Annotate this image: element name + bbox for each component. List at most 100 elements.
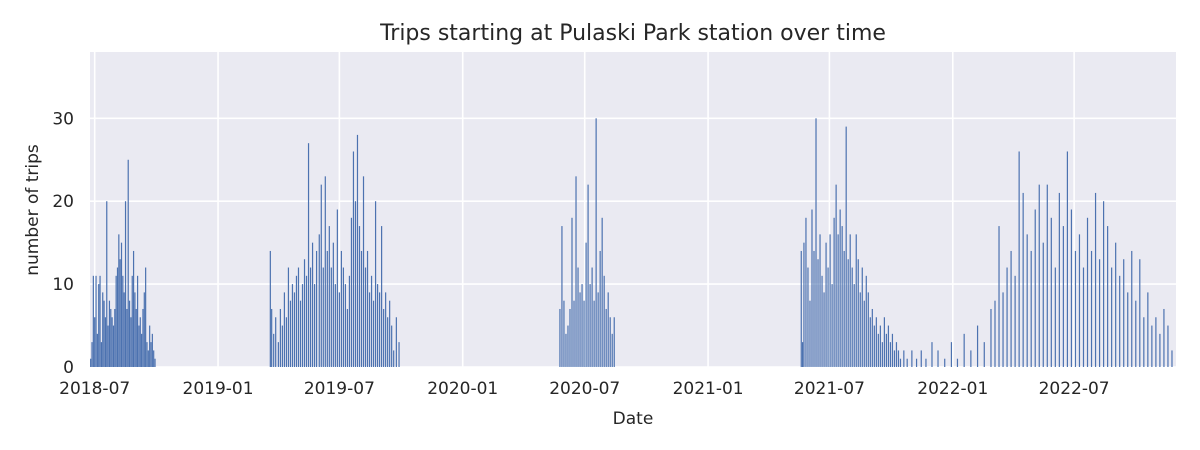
bar	[277, 342, 279, 367]
bar	[299, 300, 302, 367]
bar	[906, 358, 908, 367]
bar	[879, 325, 881, 367]
bar	[950, 342, 953, 367]
bar	[821, 275, 823, 367]
bar	[849, 234, 851, 367]
bar	[937, 350, 939, 367]
bar	[944, 358, 946, 367]
bar	[102, 292, 104, 367]
chart-title: Trips starting at Pulaski Park station o…	[379, 21, 886, 46]
bar	[126, 308, 128, 367]
bar	[1090, 250, 1093, 367]
bar	[275, 317, 277, 367]
bar	[326, 250, 328, 367]
bar	[309, 267, 312, 367]
bar	[320, 184, 322, 367]
bar	[289, 300, 292, 367]
bar	[601, 217, 603, 367]
bar	[815, 118, 817, 367]
bar	[134, 292, 136, 367]
bar	[990, 308, 992, 367]
bar	[376, 284, 379, 367]
bar	[575, 176, 577, 367]
bar	[823, 292, 825, 367]
bar	[889, 342, 892, 367]
x-tick-label: 2018-07	[59, 379, 130, 399]
bar	[893, 350, 896, 367]
bar	[609, 317, 611, 367]
bar	[587, 184, 589, 367]
bar	[1006, 267, 1008, 367]
bar	[613, 317, 615, 367]
bar	[328, 226, 330, 367]
bar	[1054, 267, 1056, 367]
bar	[99, 275, 101, 367]
plot-background	[90, 52, 1176, 367]
bar	[817, 259, 819, 367]
bar	[307, 143, 310, 367]
bar	[807, 267, 809, 367]
bar	[352, 151, 355, 367]
bar	[1127, 292, 1129, 367]
bar	[883, 317, 885, 367]
tick-labels: 2018-07 2019-01 2019-07 2020-01 2020-07 2021-…	[52, 109, 1109, 399]
bar	[1131, 250, 1133, 367]
bar	[1143, 317, 1145, 367]
bar	[827, 267, 829, 367]
bar	[895, 342, 898, 367]
bar	[342, 267, 344, 367]
bar	[370, 275, 373, 367]
bar	[1010, 250, 1012, 367]
bar	[362, 176, 365, 367]
bar	[571, 217, 573, 367]
bar	[845, 126, 847, 368]
bar	[1022, 192, 1024, 367]
bar	[381, 226, 383, 367]
bar	[374, 201, 377, 367]
bar	[577, 267, 579, 367]
bar	[103, 300, 105, 367]
bar	[976, 325, 979, 367]
bar	[611, 333, 613, 367]
bar	[92, 275, 94, 367]
bar	[897, 350, 900, 367]
bar	[269, 250, 271, 367]
bar	[1086, 217, 1089, 367]
bar	[1018, 151, 1020, 367]
bar	[931, 342, 933, 367]
bar	[1139, 259, 1141, 367]
bar	[383, 308, 385, 367]
bar	[1070, 209, 1073, 367]
bar	[891, 333, 894, 367]
bar	[565, 333, 567, 367]
bar	[106, 201, 108, 367]
bar	[970, 350, 972, 367]
bar	[829, 234, 831, 367]
bar	[1074, 250, 1077, 367]
bar	[118, 234, 120, 367]
bar	[334, 284, 336, 367]
bar	[364, 267, 367, 367]
bar	[811, 209, 813, 367]
bar	[145, 267, 147, 367]
bar	[322, 267, 324, 367]
bar	[104, 317, 107, 367]
bar	[581, 284, 583, 367]
bar	[1098, 259, 1101, 367]
bar	[315, 250, 318, 367]
bar	[131, 275, 133, 367]
bar	[154, 358, 156, 367]
bar	[802, 342, 804, 367]
bar	[344, 284, 347, 367]
bar	[589, 284, 591, 367]
bar	[881, 342, 883, 367]
bar	[330, 267, 332, 367]
bar	[837, 234, 839, 367]
bar	[366, 250, 369, 367]
bar	[283, 292, 286, 367]
bar	[963, 333, 965, 367]
bar	[1107, 226, 1109, 367]
bar	[561, 226, 563, 367]
bar	[569, 308, 571, 367]
bar	[607, 292, 609, 367]
